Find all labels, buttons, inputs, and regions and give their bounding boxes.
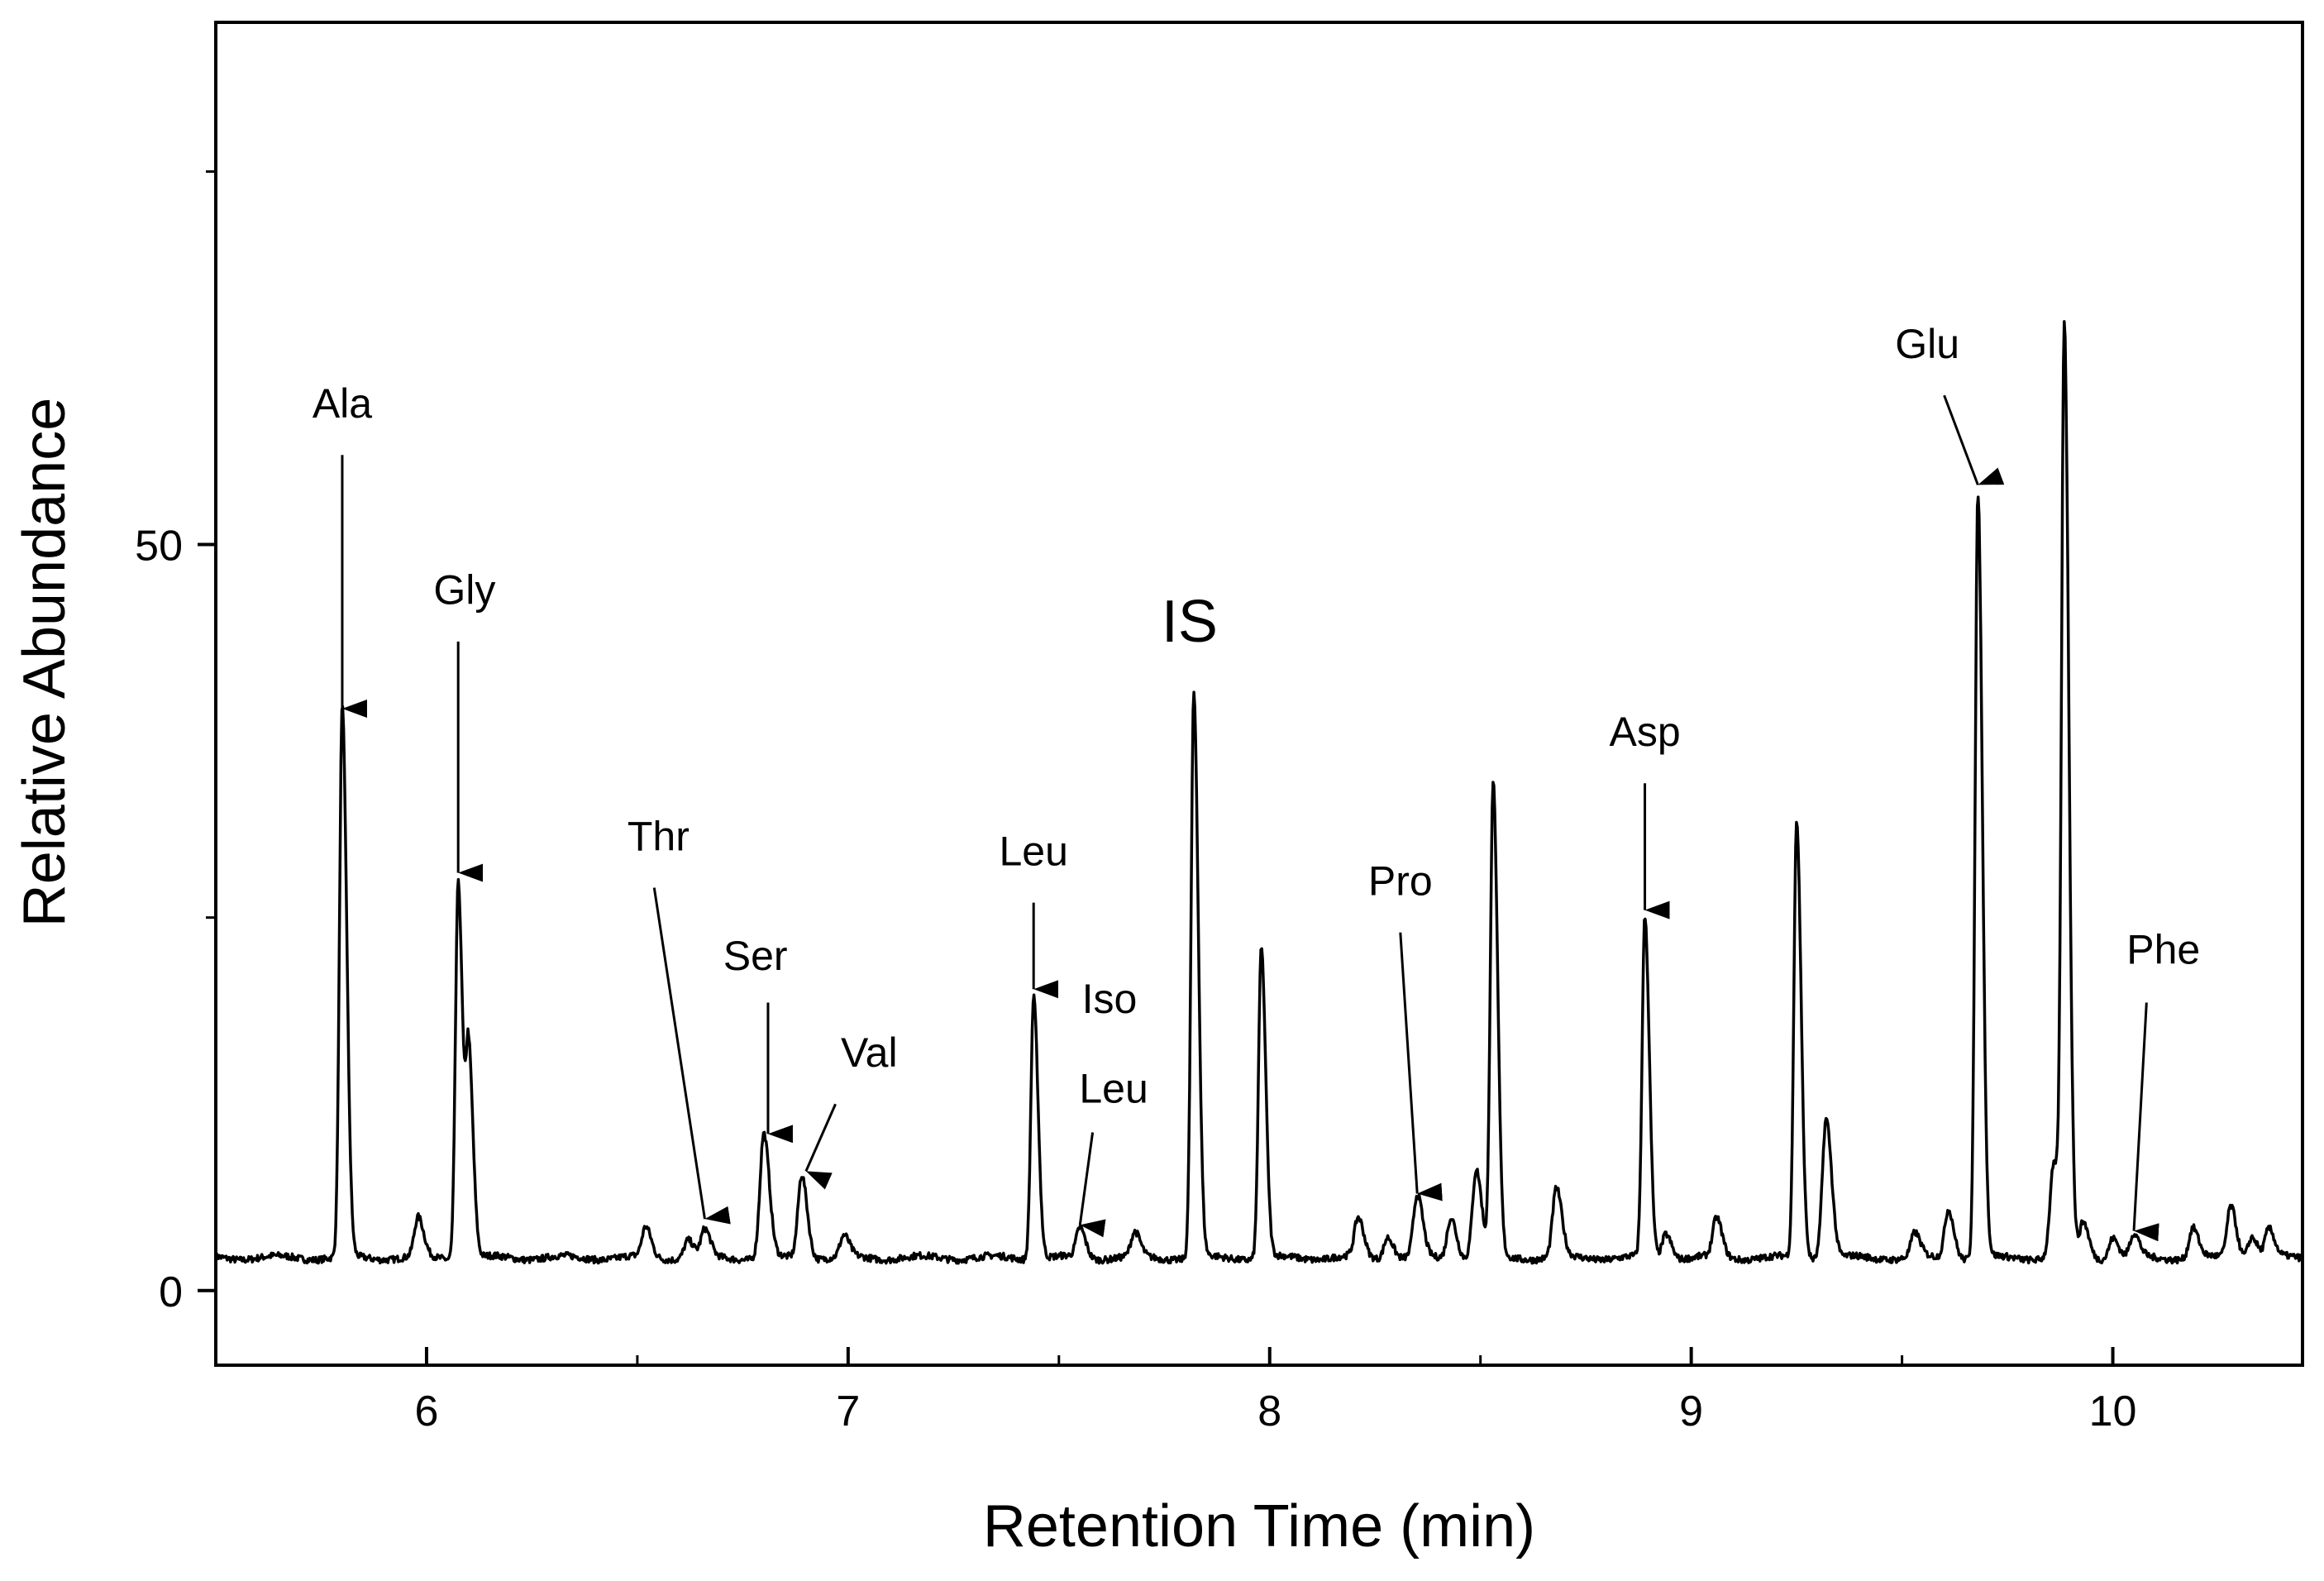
peak-label-glu-11: Glu (1895, 321, 1959, 367)
annotation-arrow-val-4 (804, 1103, 837, 1190)
peak-label-leu-7: Leu (1079, 1065, 1148, 1111)
y-tick-label: 0 (159, 1268, 183, 1316)
peak-label-leu-5: Leu (999, 829, 1067, 875)
plot-frame (214, 21, 2304, 1367)
peak-label-ala-0: Ala (313, 380, 372, 427)
x-tick-label: 7 (836, 1388, 860, 1435)
peak-label-thr-2: Thr (628, 813, 690, 859)
x-axis-title: Retention Time (min) (983, 1493, 1535, 1560)
x-tick-label: 8 (1257, 1388, 1281, 1435)
chromatogram-trace (214, 320, 2304, 1265)
annotation-arrow-leu-7 (1078, 1132, 1106, 1238)
peak-label-val-4: Val (841, 1029, 898, 1076)
y-tick-label: 50 (135, 523, 183, 571)
x-tick-label: 9 (1679, 1388, 1703, 1435)
annotation-arrow-thr-2 (652, 887, 731, 1225)
peak-label-phe-12: Phe (2126, 927, 2200, 973)
peak-label-pro-9: Pro (1368, 858, 1433, 905)
y-axis-title: Relative Abundance (12, 398, 78, 927)
peak-label-iso-6: Iso (1082, 976, 1138, 1022)
x-tick-label: 6 (414, 1388, 438, 1435)
peak-label-asp-10: Asp (1609, 709, 1680, 755)
peak-label-is-8: IS (1162, 589, 1218, 655)
x-tick-label: 10 (2089, 1388, 2137, 1435)
annotation-arrow-pro-9 (1399, 932, 1443, 1201)
peak-label-ser-3: Ser (723, 933, 788, 979)
annotation-arrow-glu-11 (1943, 394, 2005, 485)
annotation-arrow-phe-12 (2132, 1002, 2159, 1242)
peak-label-gly-1: Gly (433, 567, 495, 614)
